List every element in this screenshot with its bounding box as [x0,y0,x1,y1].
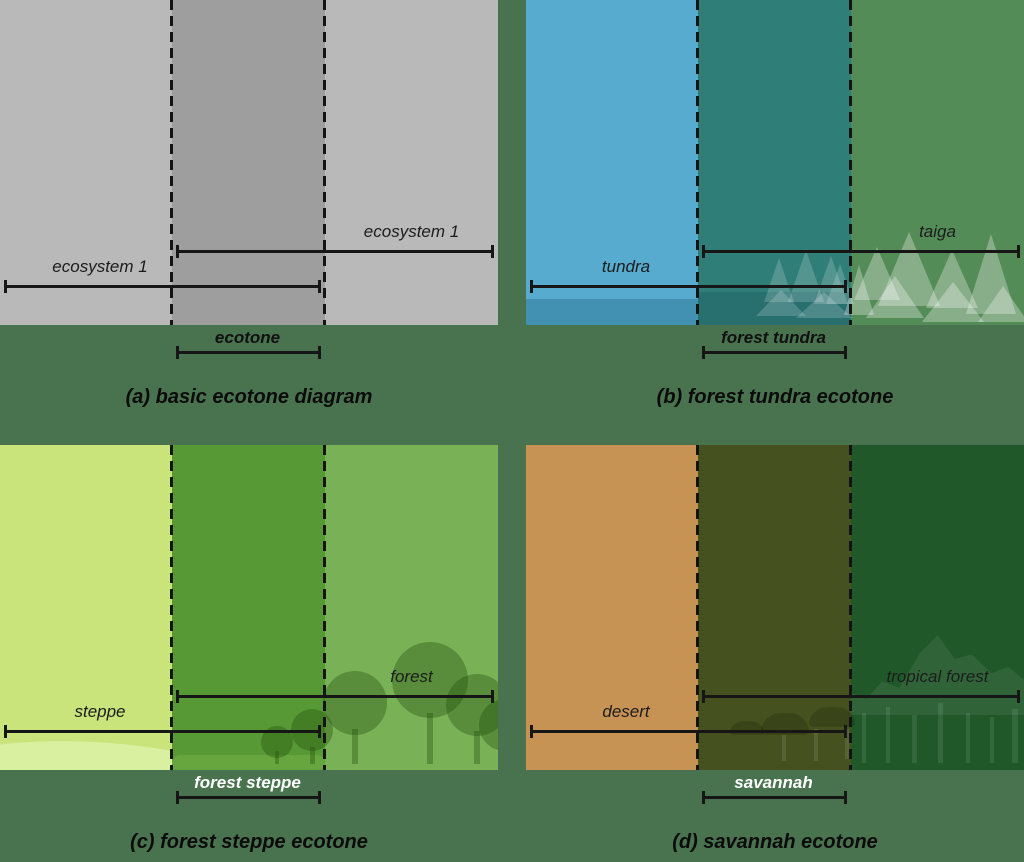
ecotone-label: savannah [734,773,813,792]
tree-trunk [474,731,480,764]
deciduous-tree-crown [323,671,387,735]
tree-trunk [310,747,315,764]
panel-d-graphic [526,445,1024,770]
right-biome-span [702,690,1020,703]
panel-b-caption: (b) forest tundra ecotone [656,386,894,408]
dashed-boundary-right [323,445,326,770]
acacia-trunk [814,729,818,761]
panel-savannah-ecotone: desert tropical forest savannah (d) sava… [526,445,1024,853]
panel-c-graphic [0,445,498,770]
deciduous-tree-crown [479,699,498,751]
ecotone-span [702,346,847,359]
left-biome-label: ecosystem 1 [52,257,148,276]
panel-d-caption: (d) savannah ecotone [672,831,878,853]
ecotone-label: forest tundra [721,328,826,347]
tree-trunk [938,703,943,763]
left-biome-span [4,725,321,738]
left-biome-label: desert [602,702,650,721]
band-ecotone [172,0,325,325]
panel-basic-ecotone: ecosystem 1 ecosystem 1 ecotone (a) basi… [0,0,498,408]
band-tundra [526,0,698,325]
ecotone-label: ecotone [214,328,281,347]
right-biome-label: tropical forest [886,667,989,686]
left-biome-span [4,280,321,293]
tree-trunk [1012,709,1018,763]
panel-a-caption: (a) basic ecotone diagram [125,386,373,408]
panel-forest-tundra-ecotone: tundra taiga forest tundra (b) forest tu… [526,0,1024,408]
dashed-boundary-right [849,445,852,770]
ecotone-span [176,791,321,804]
deciduous-tree-crown [446,674,498,736]
left-biome-label: steppe [74,702,126,721]
band-forest-steppe [172,445,325,770]
tree-trunk [352,729,358,764]
panel-a-graphic [0,0,498,325]
panel-b-graphic [526,0,1024,325]
dashed-boundary-left [170,0,173,325]
ecotone-label: forest steppe [194,773,301,792]
deciduous-tree-crown [392,642,468,718]
right-biome-span [702,245,1020,258]
forest-steppe-ground-strip [172,755,325,770]
tree-trunk [912,715,917,763]
acacia-tree [809,707,855,727]
dashed-boundary-right [323,0,326,325]
dashed-boundary-left [696,0,699,325]
dashed-boundary-left [170,445,173,770]
ecotone-span [702,791,847,804]
right-biome-span [176,690,494,703]
ecotone-span [176,346,321,359]
right-biome-label: forest [390,667,433,686]
right-biome-label: ecosystem 1 [363,222,460,241]
band-forest [325,445,498,770]
band-steppe [0,445,172,770]
acacia-tree [761,713,809,735]
band-tropical-forest [851,445,1024,770]
tree-trunk [966,713,970,763]
band-savannah [698,445,851,770]
acacia-trunk [845,729,849,759]
band-ecosystem-left [0,0,172,325]
acacia-trunk [782,735,786,761]
tundra-ground-strip [526,299,698,325]
band-ecosystem-right [325,0,498,325]
tree-trunk [427,713,433,764]
dashed-boundary-left [696,445,699,770]
right-biome-span [176,245,494,258]
tree-trunk [990,717,994,763]
left-biome-span [530,280,847,293]
tree-trunk [862,713,866,763]
forest-tundra-ground-strip [698,292,851,325]
left-biome-label: tundra [601,257,651,276]
right-biome-label: taiga [919,222,956,241]
tree-trunk [886,707,890,763]
band-desert [526,445,698,770]
panel-c-caption: (c) forest steppe ecotone [130,831,368,853]
tree-trunk [275,751,279,764]
band-taiga [851,0,1024,325]
dashed-boundary-right [849,0,852,325]
left-biome-span [530,725,847,738]
band-forest-tundra [698,0,851,325]
panel-forest-steppe-ecotone: steppe forest forest steppe (c) forest s… [0,445,498,853]
